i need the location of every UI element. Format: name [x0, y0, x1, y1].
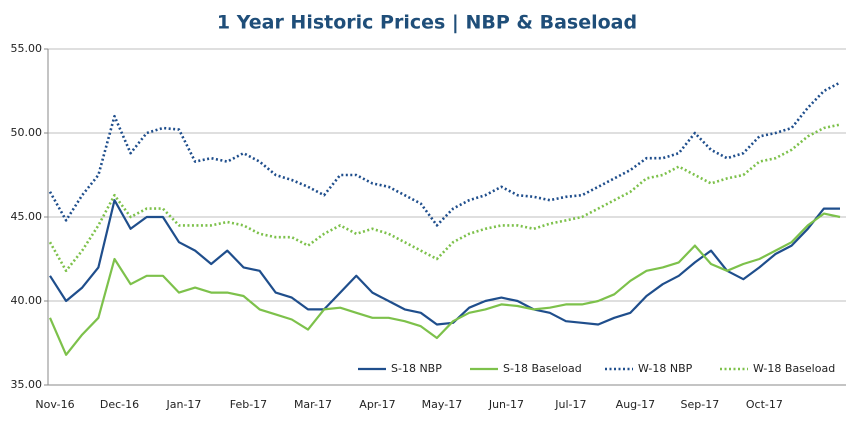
x-tick-label: Dec-16 [100, 398, 139, 411]
x-tick-label: Jun-17 [488, 398, 524, 411]
legend-label: W-18 NBP [638, 362, 693, 375]
x-tick-label: Mar-17 [294, 398, 332, 411]
y-tick-label: 40.00 [11, 294, 43, 307]
x-tick-label: Feb-17 [230, 398, 267, 411]
y-tick-label: 35.00 [11, 378, 43, 391]
legend-label: W-18 Baseload [753, 362, 835, 375]
chart-title: 1 Year Historic Prices | NBP & Baseload [217, 12, 637, 34]
line-series [48, 123, 841, 273]
y-tick-label: 55.00 [11, 42, 43, 55]
x-tick-label: Jul-17 [554, 398, 586, 411]
y-tick-label: 50.00 [11, 126, 43, 139]
x-tick-label: Sep-17 [681, 398, 720, 411]
legend-label: S-18 Baseload [503, 362, 582, 375]
line-series [48, 212, 841, 356]
x-tick-label: Apr-17 [359, 398, 395, 411]
x-tick-label: Jan-17 [166, 398, 202, 411]
x-tick-label: Nov-16 [35, 398, 74, 411]
x-tick-label: May-17 [422, 398, 463, 411]
x-tick-label: Aug-17 [616, 398, 655, 411]
line-series [48, 81, 841, 227]
x-tick-label: Oct-17 [746, 398, 783, 411]
y-tick-label: 45.00 [11, 210, 43, 223]
line-series [49, 199, 840, 326]
legend-label: S-18 NBP [391, 362, 442, 375]
